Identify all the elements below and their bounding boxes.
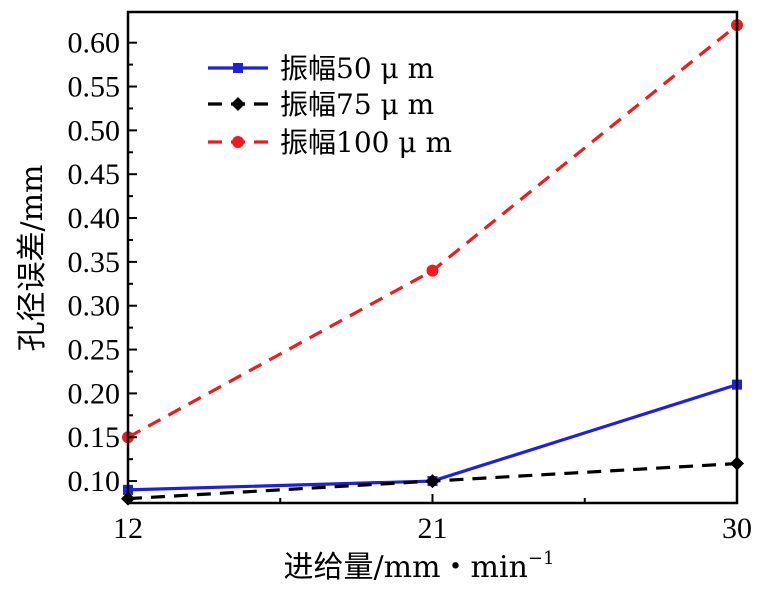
y-tick-label: 0.55 bbox=[68, 71, 121, 104]
y-tick-label: 0.50 bbox=[68, 114, 121, 147]
legend-swatch-marker bbox=[231, 97, 245, 111]
y-tick-label: 0.20 bbox=[68, 377, 121, 410]
x-axis-ticks: 12 21 30 bbox=[113, 494, 752, 545]
legend-swatch-marker bbox=[233, 63, 243, 73]
x-tick-label: 30 bbox=[722, 512, 752, 545]
series-line-1 bbox=[127, 383, 738, 492]
y-tick-label: 0.40 bbox=[68, 202, 121, 235]
plot-frame bbox=[126, 10, 739, 505]
x-axis-title-main: 进给量/mm・min bbox=[284, 550, 528, 585]
y-tick-label: 0.45 bbox=[68, 158, 121, 191]
y-tick-label: 0.30 bbox=[68, 290, 121, 323]
y-tick-label: 0.60 bbox=[68, 27, 121, 60]
y-tick-label: 0.15 bbox=[68, 421, 121, 454]
x-tick-label: 12 bbox=[113, 512, 143, 545]
legend-label: 振幅100 μ m bbox=[280, 126, 452, 159]
y-tick-label: 0.25 bbox=[68, 334, 121, 367]
y-axis-title: 孔径误差/mm bbox=[15, 164, 50, 351]
y-tick-label: 0.10 bbox=[68, 465, 121, 498]
y-axis-ticks: 0.10 0.15 0.20 0.25 0.30 0.35 0.40 0.45 0.50 0.55… bbox=[68, 27, 137, 498]
x-axis-title-exponent: −1 bbox=[528, 548, 555, 569]
legend-label: 振幅50 μ m bbox=[280, 52, 434, 85]
x-axis-title: 进给量/mm・min−1 bbox=[284, 548, 555, 585]
y-tick-label: 0.35 bbox=[68, 246, 121, 279]
data-point-series-3 bbox=[426, 264, 439, 277]
data-point-series-2 bbox=[425, 474, 440, 489]
series-line-3 bbox=[127, 23, 739, 439]
legend-label: 振幅75 μ m bbox=[280, 88, 434, 121]
x-tick-label: 21 bbox=[418, 512, 448, 545]
legend-swatch-marker bbox=[232, 136, 244, 148]
